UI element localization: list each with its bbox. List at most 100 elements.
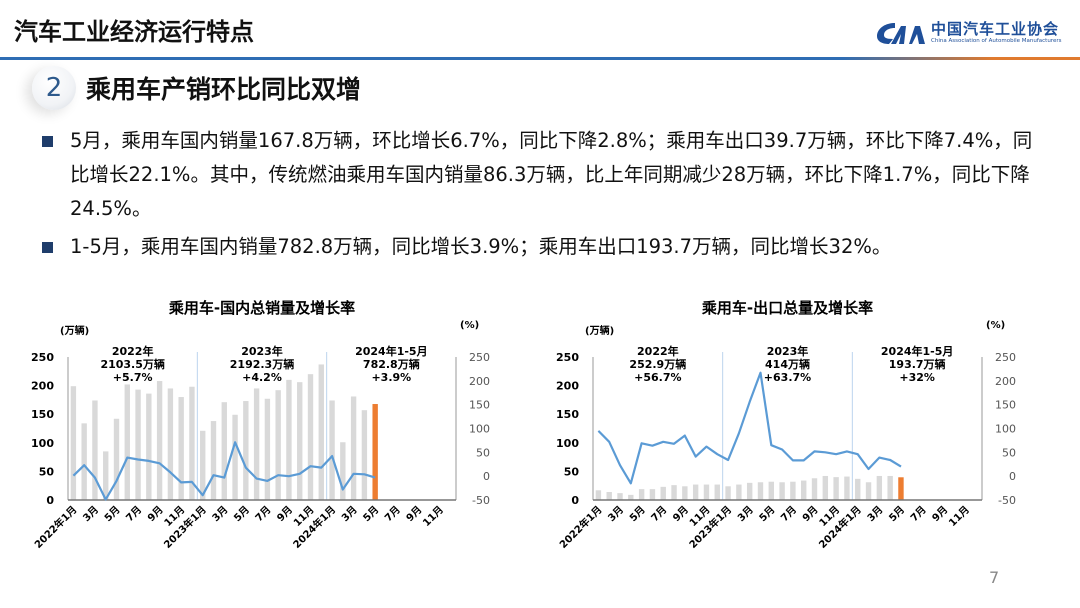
annotation-text: 2023年 <box>241 344 283 358</box>
bar <box>606 491 612 500</box>
bar <box>135 389 141 500</box>
bar <box>822 475 829 500</box>
bar <box>757 482 764 500</box>
y-tick-label: 200 <box>556 380 579 393</box>
y-axis-unit-label: (万辆) <box>585 324 614 337</box>
bar <box>200 430 206 500</box>
bar <box>790 481 796 500</box>
annotation-text: 252.9万辆 <box>629 357 686 371</box>
annotation-text: +5.7% <box>113 371 153 384</box>
bar <box>638 489 645 500</box>
growth-rate-line <box>597 371 902 485</box>
annotation-text: 2022年 <box>637 344 679 358</box>
bar <box>232 414 238 500</box>
bar <box>361 410 368 500</box>
bar <box>725 486 731 500</box>
x-tick-label: 11月 <box>421 504 446 529</box>
y2-tick-label: 200 <box>469 375 490 388</box>
bar <box>329 400 335 500</box>
bar <box>617 493 623 500</box>
bar <box>210 421 217 500</box>
bar <box>779 482 785 500</box>
y-tick-label: 250 <box>556 351 579 364</box>
y-tick-label: 150 <box>556 408 579 421</box>
bar <box>221 402 227 500</box>
y2-tick-label: 200 <box>995 375 1016 388</box>
bar <box>811 478 818 500</box>
bullet-square-icon <box>42 136 53 147</box>
annotation-text: +4.2% <box>242 371 282 384</box>
x-tick-label: 5月 <box>231 504 251 524</box>
x-tick-label: 3月 <box>735 504 755 524</box>
caam-logo: 中国汽车工业协会 China Association of Automobile… <box>875 20 1061 46</box>
x-tick-label: 7月 <box>779 504 799 524</box>
caam-logo-icon <box>877 23 925 44</box>
y2-tick-label: 0 <box>1009 470 1016 483</box>
bar <box>307 374 314 500</box>
bar <box>844 476 850 500</box>
x-tick-label: 5月 <box>887 504 907 524</box>
bar <box>736 484 742 500</box>
y2-axis-unit-label: (%) <box>460 320 479 331</box>
bar <box>703 484 710 500</box>
annotation-text: +63.7% <box>764 371 811 384</box>
y2-tick-label: 150 <box>469 399 490 412</box>
y2-tick-label: 50 <box>476 446 490 459</box>
bar <box>865 482 872 500</box>
y-tick-label: 50 <box>39 465 55 478</box>
bullet-text: 1-5月，乘用车国内销量782.8万辆，同比增长3.9%；乘用车出口193.7万… <box>70 235 892 258</box>
y2-tick-label: 0 <box>483 470 490 483</box>
y-tick-label: 0 <box>46 494 54 507</box>
x-tick-label: 2022年1月 <box>557 503 605 551</box>
x-tick-label: 3月 <box>210 504 230 524</box>
bar <box>189 386 195 500</box>
annotation-text: 2022年 <box>112 344 154 358</box>
bar <box>350 396 357 500</box>
annotation-text: 2103.5万辆 <box>100 357 164 371</box>
bar <box>81 423 87 500</box>
bar <box>649 489 656 500</box>
bullet-item: 5月，乘用车国内销量167.8万辆，环比增长6.7%，同比下降2.8%；乘用车出… <box>40 124 1050 226</box>
y2-tick-label: 250 <box>995 351 1016 364</box>
bar <box>286 379 292 500</box>
annotation-text: 193.7万辆 <box>889 357 946 371</box>
bar <box>595 490 602 500</box>
bar <box>340 442 346 500</box>
bullet-item: 1-5月，乘用车国内销量782.8万辆，同比增长3.9%；乘用车出口193.7万… <box>40 230 1050 264</box>
bullet-list: 5月，乘用车国内销量167.8万辆，环比增长6.7%，同比下降2.8%；乘用车出… <box>40 124 1050 268</box>
bar <box>372 404 378 500</box>
bar <box>833 477 839 500</box>
x-tick-label: 7月 <box>908 504 928 524</box>
bar <box>156 381 163 500</box>
page-number: 7 <box>989 568 1000 587</box>
annotation-text: 782.8万辆 <box>363 357 420 371</box>
y2-axis-unit-label: (%) <box>986 320 1005 331</box>
section-title: 乘用车产销环比同比双增 <box>86 75 362 104</box>
x-tick-label: 7月 <box>124 504 144 524</box>
bar <box>253 388 260 500</box>
bar <box>275 390 281 500</box>
y-tick-label: 150 <box>31 408 54 421</box>
annotation-text: +56.7% <box>634 371 681 384</box>
bar <box>692 484 699 500</box>
y-tick-label: 200 <box>31 380 54 393</box>
section-number: 2 <box>32 66 76 110</box>
bar <box>124 384 130 500</box>
bar <box>898 477 904 500</box>
y-tick-label: 50 <box>564 465 580 478</box>
y-tick-label: 100 <box>31 437 54 450</box>
bar <box>297 382 303 500</box>
bullet-square-icon <box>42 242 53 253</box>
logo-en-text: China Association of Automobile Manufact… <box>931 38 1062 44</box>
bar <box>671 485 677 500</box>
header-divider <box>0 57 1080 60</box>
slide-title: 汽车工业经济运行特点 <box>14 18 254 46</box>
y-tick-label: 100 <box>556 437 579 450</box>
chart-title: 乘用车-国内总销量及增长率 <box>168 299 355 317</box>
bar <box>243 401 249 500</box>
annotation-text: 2192.3万辆 <box>230 357 294 371</box>
annotation-text: +32% <box>899 371 935 384</box>
x-tick-label: 3月 <box>81 504 101 524</box>
logo-cn-text: 中国汽车工业协会 <box>931 20 1060 38</box>
